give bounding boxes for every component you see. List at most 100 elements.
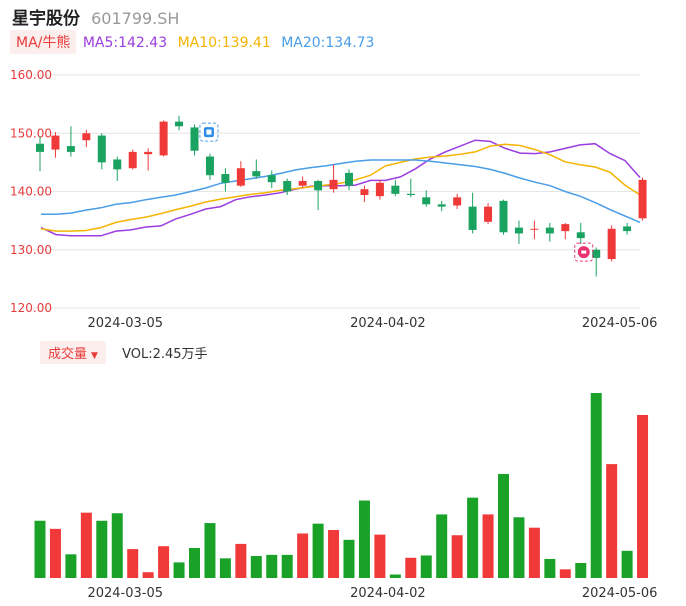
stock-header: 星宇股份 601799.SH — [12, 4, 180, 29]
candle-body — [638, 179, 647, 219]
candles — [36, 115, 647, 277]
ma-indicator-selector[interactable]: MA/牛熊 — [10, 30, 77, 54]
volume-bar — [590, 393, 602, 578]
candle-body — [406, 193, 415, 195]
ma10-value: MA10:139.41 — [177, 35, 271, 51]
volume-bar — [389, 574, 401, 578]
volume-bar — [127, 549, 139, 578]
candle-body — [360, 189, 369, 195]
candle-body — [113, 159, 122, 170]
candle — [267, 170, 276, 189]
candle — [484, 203, 493, 225]
candle-body — [190, 127, 199, 151]
buy-signal-icon[interactable] — [199, 122, 219, 142]
candle-body — [221, 174, 230, 183]
candle-body — [484, 206, 493, 222]
volume-bar — [96, 520, 108, 578]
volume-bar — [158, 546, 170, 578]
volume-bar — [312, 523, 324, 578]
volume-bar — [328, 530, 340, 578]
price-tick-label: 120.00 — [10, 301, 52, 315]
candle — [437, 200, 446, 212]
candle-body — [437, 204, 446, 207]
candle — [499, 199, 508, 235]
volume-bar — [142, 572, 154, 578]
volume-bars — [34, 393, 649, 578]
candle — [205, 153, 214, 180]
candle-body — [607, 228, 616, 260]
volume-bar — [637, 414, 649, 578]
candle — [51, 132, 60, 158]
candle — [66, 126, 75, 157]
volume-date-label: 2024-05-06 — [582, 586, 658, 601]
volume-indicator-selector[interactable]: 成交量 ▼ — [40, 341, 106, 364]
price-date-axis: 2024-03-05 2024-04-02 2024-05-06 — [87, 316, 657, 331]
ma20-value: MA20:134.73 — [281, 35, 375, 51]
volume-bar — [575, 562, 587, 578]
volume-bar — [343, 539, 355, 578]
price-date-label: 2024-03-05 — [87, 316, 163, 331]
candle — [638, 177, 647, 221]
price-tick-label: 160.00 — [10, 68, 52, 82]
moving-average-lines — [40, 139, 641, 237]
candle-body — [561, 224, 570, 232]
candle — [530, 220, 539, 240]
volume-bar — [297, 533, 309, 578]
volume-bar — [482, 514, 494, 578]
price-tick-label: 150.00 — [10, 126, 52, 140]
volume-bar — [49, 528, 61, 578]
ma5-line — [40, 139, 641, 237]
candle — [36, 136, 44, 172]
candle — [345, 169, 353, 191]
candle-body — [66, 146, 75, 152]
volume-bar — [189, 547, 200, 578]
price-tick-label: 130.00 — [10, 243, 52, 257]
candle-body — [36, 143, 44, 152]
candle — [298, 176, 307, 189]
candle — [406, 178, 415, 198]
candle — [283, 178, 292, 195]
candle-body — [267, 175, 276, 183]
volume-bar — [498, 473, 509, 578]
price-grid — [33, 74, 640, 309]
candle — [128, 149, 137, 170]
candle — [623, 222, 632, 235]
candle-body — [144, 151, 153, 155]
candle — [159, 120, 168, 157]
volume-bar — [528, 527, 540, 578]
candle — [314, 179, 323, 211]
candle-body — [298, 181, 307, 186]
volume-bar — [544, 558, 556, 578]
candle-body — [453, 197, 462, 206]
candle — [113, 156, 122, 182]
sell-signal-icon[interactable] — [574, 242, 594, 262]
stock-code: 601799.SH — [91, 9, 180, 28]
caret-down-icon: ▼ — [91, 351, 98, 361]
volume-date-label: 2024-03-05 — [87, 586, 163, 601]
candle-body — [422, 197, 431, 205]
candle-body — [514, 227, 523, 234]
candle-body — [314, 181, 323, 191]
volume-bar — [358, 500, 370, 578]
price-tick-label: 140.00 — [10, 185, 52, 199]
volume-bar — [204, 523, 216, 578]
volume-bar — [405, 557, 417, 578]
ma5-value: MA5:142.43 — [82, 35, 168, 51]
candle-body — [283, 181, 292, 192]
candle — [97, 133, 106, 170]
candle-body — [82, 133, 91, 141]
volume-legend: 成交量 ▼ VOL:2.45万手 — [40, 341, 208, 364]
candle — [514, 220, 523, 244]
volume-bar — [80, 512, 92, 578]
volume-bar — [235, 543, 247, 578]
candle — [82, 129, 91, 148]
candle — [144, 148, 153, 171]
candle — [592, 247, 601, 277]
volume-bar — [281, 554, 293, 578]
volume-bar — [451, 535, 463, 578]
candle-body — [499, 200, 508, 233]
candle-body — [175, 121, 184, 127]
ma-indicator-label: MA/牛熊 — [16, 35, 71, 51]
candle — [360, 185, 369, 202]
